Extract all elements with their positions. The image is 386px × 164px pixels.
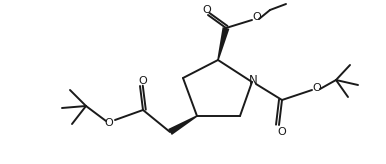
- Text: O: O: [105, 118, 113, 128]
- Text: O: O: [252, 12, 261, 22]
- Text: N: N: [249, 74, 257, 88]
- Text: O: O: [203, 5, 212, 15]
- Polygon shape: [168, 115, 197, 135]
- Text: O: O: [278, 127, 286, 137]
- Text: O: O: [313, 83, 322, 93]
- Polygon shape: [217, 27, 229, 60]
- Text: O: O: [139, 76, 147, 86]
